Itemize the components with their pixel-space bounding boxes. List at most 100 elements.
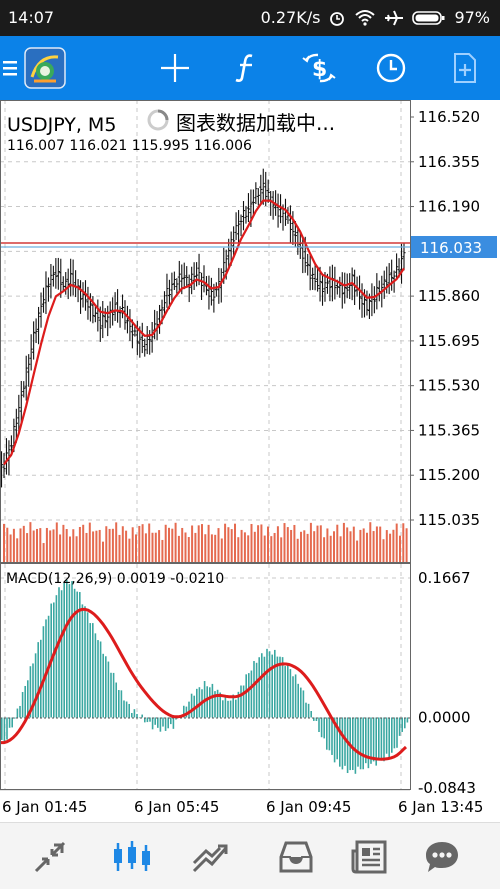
volume-bar: [125, 530, 128, 562]
volume-bar: [72, 529, 75, 562]
macd-hist-bar: [224, 697, 227, 718]
volume-bar: [260, 524, 263, 562]
macd-hist-bar: [21, 692, 24, 718]
macd-hist-bar: [362, 717, 364, 770]
volume-bar: [9, 534, 12, 562]
macd-hist-bar: [154, 717, 156, 725]
macd-hist-bar: [333, 717, 336, 763]
macd-hist-bar: [37, 642, 39, 718]
macd-hist-bar: [58, 587, 60, 718]
crosshair-button[interactable]: [150, 36, 200, 100]
macd-hist-bar: [237, 691, 240, 718]
volume-bar: [78, 526, 81, 562]
macd-hist-bar: [378, 717, 380, 759]
volume-bar: [115, 522, 118, 562]
nav-quotes[interactable]: [10, 823, 90, 890]
macd-hist-bar: [367, 717, 370, 769]
macd-hist-bar: [16, 708, 19, 718]
volume-bar: [326, 528, 329, 562]
price-tick-label: 115.860: [418, 287, 480, 305]
volume-bar: [270, 536, 273, 562]
volume-bar: [382, 539, 385, 562]
volume-bar: [379, 526, 382, 562]
volume-bar: [151, 532, 154, 562]
indicators-button[interactable]: [222, 36, 272, 100]
volume-bar: [144, 533, 147, 562]
volume-bar: [395, 523, 398, 562]
macd-hist-bar: [162, 717, 164, 727]
macd-hist-bar: [112, 672, 115, 718]
volume-bar: [286, 527, 289, 562]
volume-bar: [26, 533, 29, 562]
nav-trade[interactable]: [170, 823, 250, 890]
macd-hist-bar: [1, 717, 3, 740]
price-tick-label: 116.520: [418, 108, 480, 126]
volume-bar: [204, 534, 207, 562]
macd-hist-bar: [118, 690, 120, 718]
volume-bar: [372, 531, 375, 562]
symbols-button[interactable]: $: [294, 36, 344, 100]
volume-bar: [88, 522, 91, 562]
macd-hist-bar: [107, 661, 110, 718]
volume-bar: [121, 526, 124, 562]
volume-bar: [39, 528, 42, 562]
macd-hist-bar: [305, 702, 307, 718]
volume-bar: [22, 525, 25, 562]
macd-hist-bar: [323, 717, 325, 739]
volume-bar: [224, 523, 227, 562]
volume-bar: [359, 529, 362, 562]
macd-signal-line: [1, 607, 408, 761]
macd-hist-bar: [76, 591, 78, 718]
volume-bar: [316, 525, 319, 562]
macd-hist-bar: [193, 695, 195, 718]
volume-bar: [75, 536, 78, 562]
macd-hist-bar: [287, 663, 289, 718]
volume-bar: [356, 540, 359, 562]
macd-hist-bar: [216, 689, 219, 718]
macd-hist-bar: [385, 717, 388, 754]
price-chart[interactable]: USDJPY, M5 图表数据加载中... 116.007 116.021 11…: [0, 100, 500, 822]
app-logo[interactable]: [22, 36, 68, 100]
menu-button[interactable]: [0, 36, 20, 100]
crosshair-icon: [161, 54, 189, 82]
nav-history[interactable]: [256, 823, 336, 890]
status-time: 14:07: [8, 8, 55, 27]
price-tick-label: 116.190: [418, 198, 480, 216]
macd-hist-bar: [123, 700, 125, 718]
volume-bar: [207, 524, 210, 562]
macd-hist-bar: [372, 717, 375, 762]
macd-hist-bar: [242, 685, 245, 718]
macd-hist-bar: [396, 717, 398, 748]
macd-hist-bar: [63, 582, 65, 718]
templates-button[interactable]: [440, 36, 490, 100]
macd-hist-bar: [307, 703, 310, 718]
volume-bar: [141, 524, 144, 562]
macd-hist-bar: [141, 714, 143, 718]
macd-hist-bar: [19, 705, 21, 718]
toolbar: $: [0, 36, 500, 100]
quotes-icon: [34, 841, 66, 872]
macd-hist-bar: [157, 717, 159, 728]
nav-news[interactable]: [330, 823, 410, 890]
volume-bar: [65, 529, 68, 562]
volume-bar: [187, 537, 190, 562]
volume-bar: [392, 529, 395, 562]
macd-hist-bar: [164, 717, 167, 731]
current-price-badge: [411, 236, 497, 258]
chart-area[interactable]: USDJPY, M5 图表数据加载中... 116.007 116.021 11…: [0, 100, 500, 822]
macd-hist-bar: [352, 717, 354, 770]
trade-icon: [192, 844, 228, 872]
history-icon: [279, 841, 313, 872]
volume-bar: [85, 532, 88, 562]
timeframe-button[interactable]: [366, 36, 416, 100]
alarm-icon: [330, 11, 345, 26]
macd-hist-bar: [105, 656, 107, 718]
macd-hist-bar: [232, 694, 234, 718]
volume-bar: [49, 530, 52, 562]
bottom-navigation: [0, 822, 500, 889]
volume-bar: [148, 523, 151, 562]
macd-hist-bar: [167, 717, 169, 729]
volume-bar: [105, 526, 108, 562]
nav-chart[interactable]: [92, 823, 172, 890]
nav-chat[interactable]: [402, 823, 482, 890]
